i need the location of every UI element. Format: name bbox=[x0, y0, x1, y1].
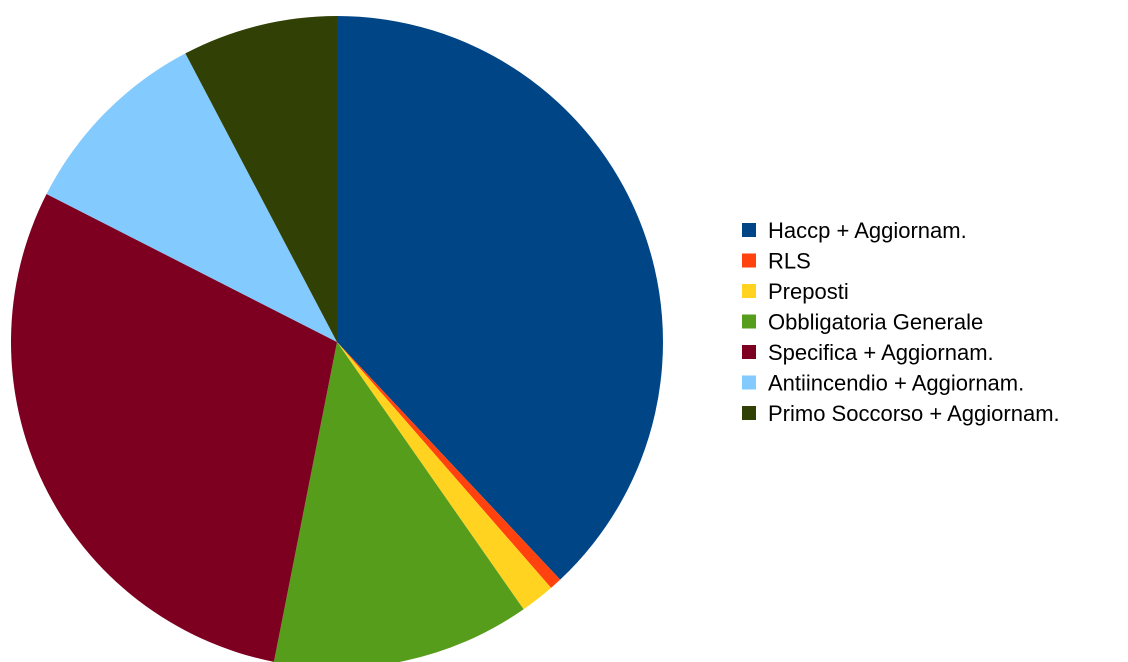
legend-swatch bbox=[742, 406, 756, 420]
legend-item-haccp-aggiornam: Haccp + Aggiornam. bbox=[742, 218, 967, 243]
pie-slices bbox=[10, 15, 663, 662]
legend-swatch bbox=[742, 375, 756, 390]
legend-label: RLS bbox=[768, 249, 811, 274]
legend-swatch bbox=[742, 345, 756, 359]
legend-label: Antiincendio + Aggiornam. bbox=[768, 371, 1024, 396]
legend-item-primo-soccorso-aggiornam: Primo Soccorso + Aggiornam. bbox=[742, 401, 1060, 426]
pie-slice-antiincendio-aggiornam bbox=[46, 53, 337, 342]
legend-swatch bbox=[742, 284, 756, 298]
pie-slice-preposti bbox=[337, 342, 552, 610]
legend-label: Specifica + Aggiornam. bbox=[768, 340, 994, 365]
legend-item-specifica-aggiornam: Specifica + Aggiornam. bbox=[742, 340, 994, 365]
legend-item-antiincendio-aggiornam: Antiincendio + Aggiornam. bbox=[742, 371, 1024, 396]
legend-swatch bbox=[742, 314, 756, 329]
legend-item-preposti: Preposti bbox=[742, 279, 849, 304]
pie-slice-primo-soccorso-aggiornam bbox=[185, 15, 337, 342]
legend-label: Haccp + Aggiornam. bbox=[768, 218, 967, 243]
pie-slice-haccp-aggiornam bbox=[337, 16, 663, 580]
pie-slice-specifica-aggiornam bbox=[10, 194, 337, 662]
legend-item-obbligatoria-generale: Obbligatoria Generale bbox=[742, 310, 983, 335]
legend: Haccp + Aggiornam. RLS Preposti Obbligatori… bbox=[742, 218, 1060, 426]
legend-label: Primo Soccorso + Aggiornam. bbox=[768, 401, 1060, 426]
legend-item-rls: RLS bbox=[742, 249, 811, 274]
legend-label: Preposti bbox=[768, 279, 849, 304]
legend-swatch bbox=[742, 253, 756, 268]
legend-label: Obbligatoria Generale bbox=[768, 310, 983, 335]
legend-swatch bbox=[742, 223, 756, 237]
pie-slice-obbligatoria-generale bbox=[273, 342, 524, 662]
pie-slice-rls bbox=[337, 342, 561, 588]
